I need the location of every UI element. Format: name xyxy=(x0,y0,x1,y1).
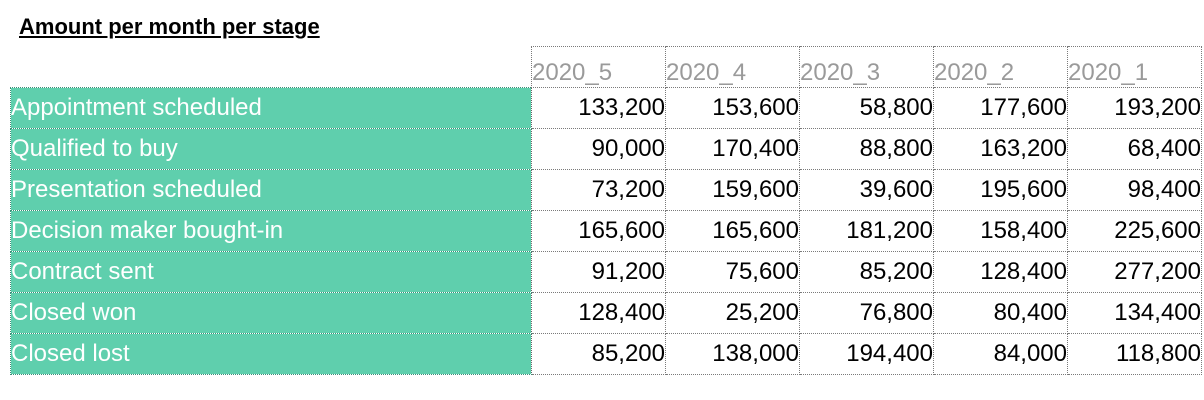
value-cell[interactable]: 133,200 xyxy=(531,87,666,129)
value-cell[interactable]: 165,600 xyxy=(665,210,800,252)
value-cell[interactable]: 85,200 xyxy=(531,333,666,375)
column-header[interactable]: 2020_1 xyxy=(1067,46,1202,88)
row-label-cell[interactable]: Closed won xyxy=(10,292,532,334)
row-label-cell[interactable]: Qualified to buy xyxy=(10,128,532,170)
table-row: Presentation scheduled 73,200 159,600 39… xyxy=(10,169,1202,211)
value-cell[interactable]: 73,200 xyxy=(531,169,666,211)
header-row: 2020_5 2020_4 2020_3 2020_2 2020_1 xyxy=(11,46,1202,88)
value-cell[interactable]: 90,000 xyxy=(531,128,666,170)
row-label-cell[interactable]: Presentation scheduled xyxy=(10,169,532,211)
table-row: Closed lost 85,200 138,000 194,400 84,00… xyxy=(10,333,1202,375)
row-label-cell[interactable]: Contract sent xyxy=(10,251,532,293)
value-cell[interactable]: 170,400 xyxy=(665,128,800,170)
column-header[interactable]: 2020_4 xyxy=(665,46,800,88)
column-header[interactable]: 2020_3 xyxy=(799,46,934,88)
value-cell[interactable]: 68,400 xyxy=(1067,128,1202,170)
value-cell[interactable]: 153,600 xyxy=(665,87,800,129)
value-cell[interactable]: 128,400 xyxy=(933,251,1068,293)
table-row: Decision maker bought-in 165,600 165,600… xyxy=(10,210,1202,252)
row-label-cell[interactable]: Closed lost xyxy=(10,333,532,375)
column-header[interactable]: 2020_5 xyxy=(531,46,666,88)
table-row: Contract sent 91,200 75,600 85,200 128,4… xyxy=(10,251,1202,293)
value-cell[interactable]: 158,400 xyxy=(933,210,1068,252)
value-cell[interactable]: 159,600 xyxy=(665,169,800,211)
table-title: Amount per month per stage xyxy=(19,14,320,39)
value-cell[interactable]: 39,600 xyxy=(799,169,934,211)
value-cell[interactable]: 58,800 xyxy=(799,87,934,129)
value-cell[interactable]: 225,600 xyxy=(1067,210,1202,252)
value-cell[interactable]: 85,200 xyxy=(799,251,934,293)
value-cell[interactable]: 194,400 xyxy=(799,333,934,375)
table-row: Qualified to buy 90,000 170,400 88,800 1… xyxy=(10,128,1202,170)
header-corner-cell[interactable] xyxy=(11,47,532,88)
data-table: 2020_5 2020_4 2020_3 2020_2 2020_1 Appoi… xyxy=(10,46,1202,375)
value-cell[interactable]: 128,400 xyxy=(531,292,666,334)
value-cell[interactable]: 195,600 xyxy=(933,169,1068,211)
value-cell[interactable]: 76,800 xyxy=(799,292,934,334)
value-cell[interactable]: 165,600 xyxy=(531,210,666,252)
table-row: Closed won 128,400 25,200 76,800 80,400 … xyxy=(10,292,1202,334)
value-cell[interactable]: 181,200 xyxy=(799,210,934,252)
value-cell[interactable]: 177,600 xyxy=(933,87,1068,129)
row-label-cell[interactable]: Appointment scheduled xyxy=(10,87,532,129)
value-cell[interactable]: 134,400 xyxy=(1067,292,1202,334)
row-label-cell[interactable]: Decision maker bought-in xyxy=(10,210,532,252)
value-cell[interactable]: 88,800 xyxy=(799,128,934,170)
value-cell[interactable]: 118,800 xyxy=(1067,333,1202,375)
value-cell[interactable]: 98,400 xyxy=(1067,169,1202,211)
value-cell[interactable]: 75,600 xyxy=(665,251,800,293)
value-cell[interactable]: 91,200 xyxy=(531,251,666,293)
value-cell[interactable]: 84,000 xyxy=(933,333,1068,375)
value-cell[interactable]: 277,200 xyxy=(1067,251,1202,293)
value-cell[interactable]: 25,200 xyxy=(665,292,800,334)
value-cell[interactable]: 193,200 xyxy=(1067,87,1202,129)
value-cell[interactable]: 163,200 xyxy=(933,128,1068,170)
column-header[interactable]: 2020_2 xyxy=(933,46,1068,88)
value-cell[interactable]: 138,000 xyxy=(665,333,800,375)
table-row: Appointment scheduled 133,200 153,600 58… xyxy=(10,87,1202,129)
value-cell[interactable]: 80,400 xyxy=(933,292,1068,334)
